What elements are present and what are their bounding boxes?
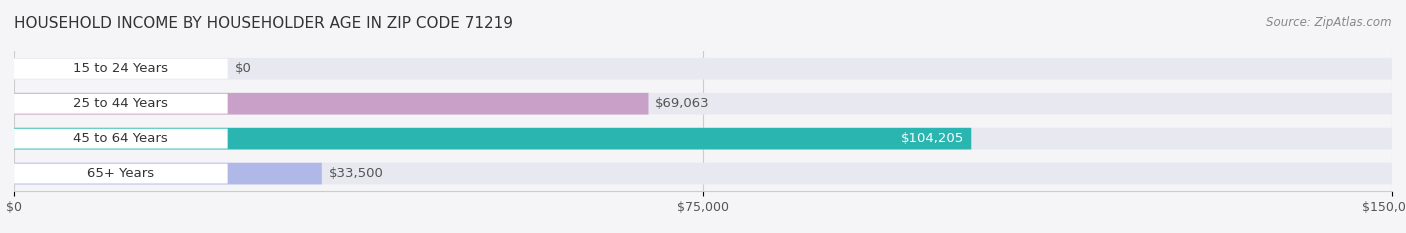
FancyBboxPatch shape [14, 129, 228, 149]
FancyBboxPatch shape [14, 128, 1392, 150]
Text: $0: $0 [235, 62, 252, 75]
Text: 65+ Years: 65+ Years [87, 167, 155, 180]
FancyBboxPatch shape [14, 94, 228, 114]
Text: 45 to 64 Years: 45 to 64 Years [73, 132, 169, 145]
Text: HOUSEHOLD INCOME BY HOUSEHOLDER AGE IN ZIP CODE 71219: HOUSEHOLD INCOME BY HOUSEHOLDER AGE IN Z… [14, 16, 513, 31]
FancyBboxPatch shape [14, 58, 1392, 80]
Text: 25 to 44 Years: 25 to 44 Years [73, 97, 169, 110]
Text: $33,500: $33,500 [329, 167, 384, 180]
FancyBboxPatch shape [14, 163, 322, 185]
Text: $69,063: $69,063 [655, 97, 710, 110]
FancyBboxPatch shape [14, 163, 1392, 185]
Text: 15 to 24 Years: 15 to 24 Years [73, 62, 169, 75]
FancyBboxPatch shape [14, 164, 228, 184]
Text: Source: ZipAtlas.com: Source: ZipAtlas.com [1267, 16, 1392, 29]
FancyBboxPatch shape [14, 93, 648, 115]
FancyBboxPatch shape [14, 128, 972, 150]
FancyBboxPatch shape [14, 93, 1392, 115]
FancyBboxPatch shape [14, 59, 228, 79]
Text: $104,205: $104,205 [901, 132, 965, 145]
